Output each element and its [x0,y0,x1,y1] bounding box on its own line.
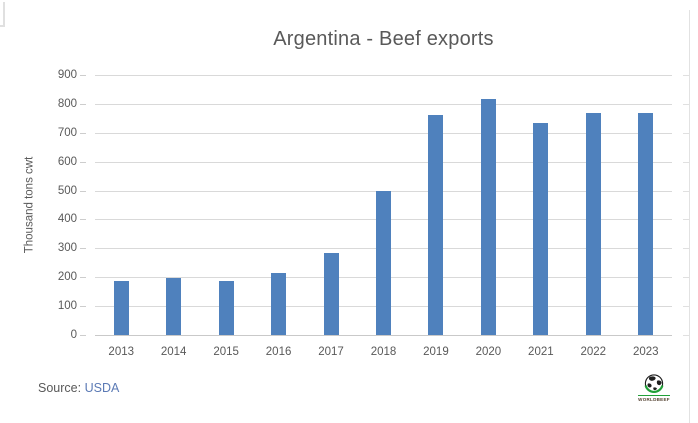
x-tick-label-2016: 2016 [265,346,292,358]
y-tick-label-500: 500 [57,184,77,197]
source-line: Source: USDA [38,381,119,395]
x-tick-label-2019: 2019 [423,346,449,358]
bar-cell-2021 [515,75,567,335]
bar-cell-2019 [410,75,462,335]
cropped-border-right [689,10,690,423]
bar-2023 [638,113,654,335]
x-tick-label-2014: 2014 [160,346,187,358]
bar-2018 [375,190,391,335]
bar-cell-2023 [620,75,672,335]
globe-icon [644,374,664,394]
gridline-900 [95,75,672,76]
y-tick-label-600: 600 [57,155,77,168]
bar-2021 [533,122,549,335]
y-axis-title: Thousand tons cwt [14,75,44,335]
bar-cell-2013 [95,75,147,335]
y-tick-mark-100 [80,306,86,308]
y-tick-mark-900 [80,75,86,76]
y-tick-mark-200 [80,277,86,279]
y-tick-label-400: 400 [57,213,77,226]
plot-area [95,75,672,336]
x-tick-label-2015: 2015 [213,346,239,358]
x-tick-label-2020: 2020 [475,346,502,358]
y-tick-mark-500 [80,190,86,192]
bar-cell-2020 [462,75,514,335]
cropped-border-corner-horizontal [0,25,5,27]
source-label: Source: [38,381,82,395]
right-axis-tick-700 [683,132,689,134]
bar-cell-2014 [147,75,199,335]
right-axis-tick-600 [683,161,689,163]
worldbeef-logo-text: WORLDBEEF [638,395,670,402]
bar-2022 [585,113,601,335]
source-value: USDA [84,381,120,395]
bar-2014 [166,278,182,335]
x-axis-labels: 2013 2014 2015 2016 2017 2018 2019 2020 2021 2022… [95,346,672,358]
right-axis-tick-500 [683,190,689,192]
right-axis-tick-900 [683,75,689,76]
bar-2016 [271,273,287,335]
y-tick-mark-600 [80,161,86,163]
x-tick-label-2022: 2022 [580,346,607,358]
right-axis-tick-400 [683,219,689,221]
y-tick-mark-400 [80,219,86,221]
y-axis-title-text: Thousand tons cwt [23,156,35,254]
gridline-700 [95,132,672,134]
x-tick-label-2021: 2021 [528,346,554,358]
y-tick-label-0: 0 [70,329,77,341]
y-tick-label-300: 300 [57,242,77,255]
right-axis-tick-0 [683,335,689,336]
y-tick-label-100: 100 [57,300,77,313]
bar-2013 [113,281,129,335]
y-tick-mark-300 [80,248,86,250]
worldbeef-logo: WORLDBEEF [636,373,672,402]
bar-2019 [428,114,444,335]
x-tick-label-2018: 2018 [370,346,397,358]
bar-cell-2015 [200,75,252,335]
right-axis-tick-100 [683,306,689,308]
y-tick-label-900: 900 [57,69,77,81]
right-axis-tick-200 [683,277,689,279]
bar-cell-2018 [357,75,409,335]
gridline-800 [95,103,672,105]
bar-cell-2016 [252,75,304,335]
bar-2020 [480,98,496,335]
bar-2015 [218,281,234,335]
y-tick-mark-0 [80,335,86,336]
y-tick-mark-800 [80,103,86,105]
y-tick-mark-700 [80,132,86,134]
cropped-border-corner-vertical [3,2,5,26]
chart-title: Argentina - Beef exports [273,28,494,50]
right-axis-tick-800 [683,103,689,105]
right-axis-tick-300 [683,248,689,250]
y-tick-label-200: 200 [57,271,77,284]
gridline-600 [95,161,672,163]
x-tick-label-2013: 2013 [108,346,135,358]
y-tick-label-800: 800 [57,97,77,110]
bar-cell-2022 [567,75,619,335]
x-tick-label-2017: 2017 [318,346,344,358]
bar-cell-2017 [305,75,357,335]
bar-2017 [323,253,339,335]
y-tick-label-700: 700 [57,126,77,139]
x-tick-label-2023: 2023 [632,346,659,358]
